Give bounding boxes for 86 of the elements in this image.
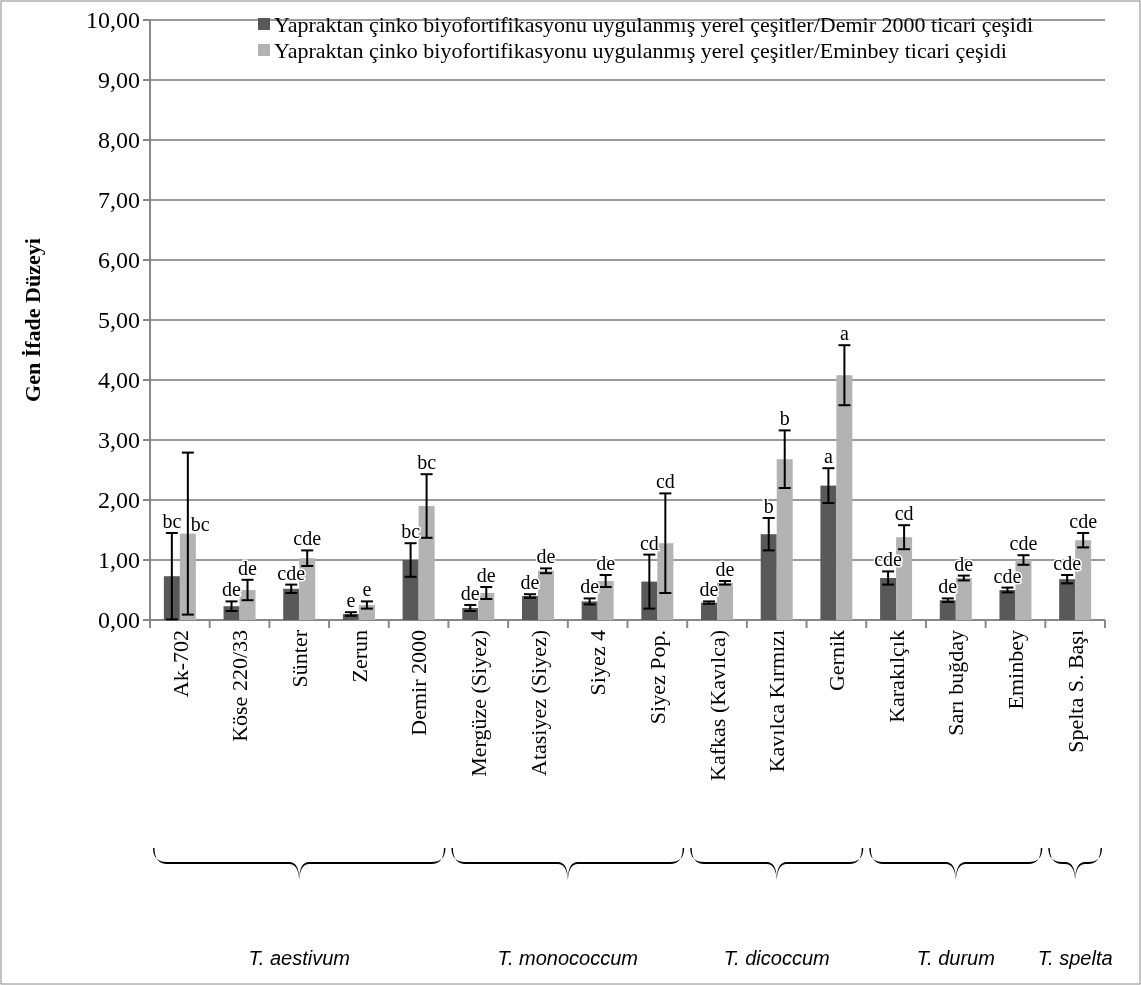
y-tick-label: 0,00 xyxy=(98,607,140,634)
bar xyxy=(402,560,419,620)
data-label: de xyxy=(715,558,735,580)
text: T. monococcum xyxy=(497,947,639,969)
text: T. durum xyxy=(916,947,995,969)
data-label: e xyxy=(362,578,372,601)
bar xyxy=(239,590,256,620)
bar xyxy=(581,601,598,620)
y-tick-label: 7,00 xyxy=(98,187,140,214)
data-label: cde xyxy=(1069,510,1098,532)
bar xyxy=(597,581,614,620)
bar xyxy=(955,578,972,620)
x-tick-label: Demir 2000 xyxy=(406,630,432,736)
data-label: de xyxy=(699,578,719,601)
y-tick-label: 9,00 xyxy=(98,67,140,94)
x-tick-label: Köse 220/33 xyxy=(227,630,253,742)
data-label: a xyxy=(823,445,833,468)
legend-label: Yapraktan çinko biyofortifikasyonu uygulanmış yerel çeşitler/Eminbey ticari çeşidi xyxy=(274,38,1007,63)
data-label: cd xyxy=(639,531,659,554)
text: T. dicoccum xyxy=(723,947,830,969)
data-label: b xyxy=(779,407,790,430)
data-label: cd xyxy=(655,470,675,493)
y-tick-label: 4,00 xyxy=(98,367,140,394)
data-label: bc xyxy=(417,451,437,474)
bar xyxy=(1059,579,1076,620)
bar xyxy=(418,506,435,620)
bar xyxy=(939,600,956,620)
bar xyxy=(478,593,495,620)
bar xyxy=(776,459,793,620)
y-tick-label: 6,00 xyxy=(98,247,140,274)
x-tick-label: Gernik xyxy=(824,630,850,692)
y-tick-label: 5,00 xyxy=(98,307,140,334)
data-label: cd xyxy=(894,502,914,525)
x-tick-label: Atasiyez (Siyez) xyxy=(525,630,551,776)
data-label: de xyxy=(536,545,556,568)
bar xyxy=(521,596,538,620)
x-tick-label: Siyez 4 xyxy=(585,630,611,696)
x-tick-label: Sünter xyxy=(286,629,312,688)
bar xyxy=(820,485,837,620)
data-label: de xyxy=(596,552,616,574)
bar xyxy=(657,543,674,620)
data-label: a xyxy=(839,322,849,345)
x-tick-label: Sarı buğday xyxy=(943,630,969,736)
x-tick-label: Karakılçık xyxy=(883,630,909,723)
data-label: cde xyxy=(293,527,322,550)
data-label: bc xyxy=(401,520,421,543)
bar xyxy=(283,588,300,620)
bar xyxy=(537,570,554,620)
data-label: de xyxy=(580,575,600,598)
data-label: b xyxy=(763,495,774,517)
x-tick-label: Kafkas (Kavılca) xyxy=(704,630,730,781)
bar xyxy=(760,534,777,620)
x-tick-label: Kavılca Kırmızı xyxy=(764,630,790,773)
data-label: e xyxy=(346,589,356,612)
data-label: bc xyxy=(162,510,182,532)
bar xyxy=(880,578,897,620)
x-tick-label: Zerun xyxy=(346,630,372,683)
y-tick-label: 3,00 xyxy=(98,427,140,454)
x-tick-label: Mergüze (Siyez) xyxy=(465,630,491,777)
data-label: de xyxy=(520,571,540,594)
text: T. spelta xyxy=(1037,947,1113,969)
x-tick-label: Eminbey xyxy=(1003,630,1029,710)
text: T. aestivum xyxy=(248,947,350,969)
data-label: bc xyxy=(190,512,210,535)
data-label: de xyxy=(222,578,242,601)
y-tick-label: 2,00 xyxy=(98,487,140,514)
x-tick-label: Ak-702 xyxy=(167,630,193,698)
data-label: de xyxy=(938,575,958,598)
y-tick-label: 8,00 xyxy=(98,127,140,154)
data-label: cde xyxy=(993,564,1022,587)
data-label: cde xyxy=(1053,552,1082,574)
x-tick-label: Siyez Pop. xyxy=(645,630,671,725)
data-label: de xyxy=(954,552,974,575)
data-label: de xyxy=(238,556,258,579)
legend-label: Yapraktan çinko biyofortifikasyonu uygulanmış yerel çeşitler/Demir 2000 ticari çeşidi xyxy=(274,12,1034,37)
x-tick-label: Spelta S. Başı xyxy=(1062,630,1088,753)
y-tick-label: 1,00 xyxy=(98,547,140,574)
data-label: cde xyxy=(1009,532,1038,555)
bar xyxy=(717,582,734,620)
y-tick-label: 10,00 xyxy=(86,7,140,34)
bar xyxy=(999,590,1016,620)
y-axis-title: Gen İfade Düzeyi xyxy=(20,238,45,402)
data-label: cde xyxy=(277,561,306,584)
data-label: cde xyxy=(874,548,903,571)
bar xyxy=(701,602,718,620)
bar xyxy=(836,375,853,620)
